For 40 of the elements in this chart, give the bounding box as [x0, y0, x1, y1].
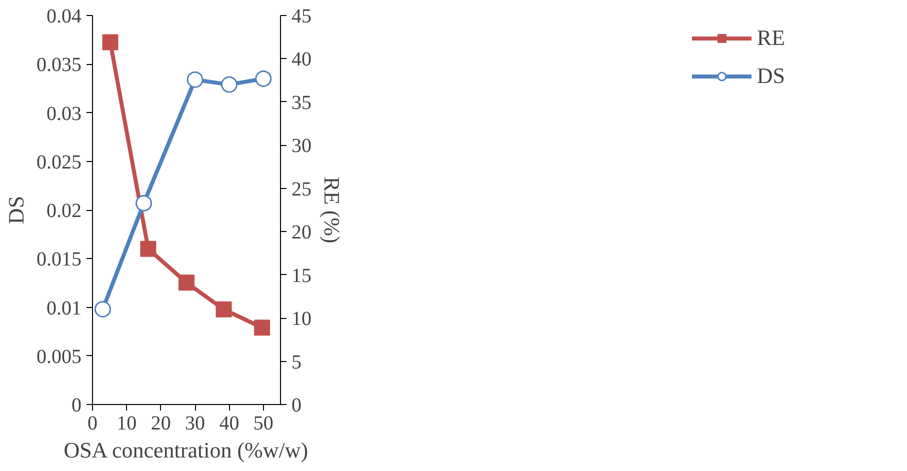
point [186, 71, 204, 88]
x-tick-label: 50 [253, 412, 274, 434]
y-tick-label: 0.015 [36, 248, 82, 271]
y2-tick-label: 15 [292, 264, 312, 287]
x-tick-label: 20 [150, 412, 171, 434]
y-tick-label: 0.005 [36, 346, 82, 368]
x-axis-title: OSA concentration (%w/w) [64, 438, 308, 462]
y2-tick-label: 30 [292, 135, 312, 158]
y2-tick-label: 10 [292, 308, 312, 330]
point [255, 70, 272, 87]
legend-label: DS [756, 63, 786, 89]
x-tick-label: 10 [116, 412, 137, 434]
point [254, 320, 270, 336]
legend-label: RE [756, 25, 786, 51]
y-tick-label: 0.025 [36, 151, 82, 174]
y2-tick-label: 40 [292, 48, 312, 71]
y2-tick-label: 35 [292, 92, 312, 114]
y2-tick-label: 5 [292, 351, 302, 374]
y2-tick-label: 20 [292, 222, 312, 244]
y-tick-label: 0.01 [46, 297, 82, 320]
y-tick-label: 0.03 [46, 102, 82, 125]
point [94, 300, 112, 318]
y2-tick-label: 0 [292, 394, 302, 416]
y-axis-title: DS [4, 196, 28, 224]
x-tick-label: 0 [88, 412, 98, 434]
point [220, 76, 238, 93]
y-tick-label: 0.035 [36, 54, 82, 76]
y-tick-label: 0.02 [46, 200, 82, 222]
y-tick-label: 0.04 [46, 6, 82, 28]
y2-axis-title: RE (%) [320, 176, 344, 244]
y2-tick-label: 45 [292, 6, 312, 28]
x-tick-label: 40 [219, 412, 240, 434]
point [178, 274, 194, 291]
point [216, 301, 232, 318]
y2-tick-label: 25 [292, 178, 312, 200]
point [102, 34, 118, 50]
point [140, 240, 156, 257]
x-tick-label: 30 [185, 412, 206, 434]
point [136, 194, 152, 212]
y-tick-label: 0 [72, 394, 82, 416]
